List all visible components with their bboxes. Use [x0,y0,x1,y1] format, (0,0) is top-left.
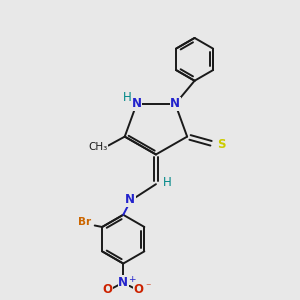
Text: N: N [118,276,128,289]
Text: N: N [170,98,180,110]
Text: S: S [217,138,226,151]
Text: ⁻: ⁻ [145,282,150,292]
Text: N: N [132,98,142,110]
Text: N: N [125,193,135,206]
Text: H: H [163,176,172,189]
Text: O: O [134,283,144,296]
Text: CH₃: CH₃ [88,142,108,152]
Text: +: + [128,275,135,284]
Text: H: H [123,91,131,104]
Text: Br: Br [78,217,91,226]
Text: O: O [103,283,113,296]
